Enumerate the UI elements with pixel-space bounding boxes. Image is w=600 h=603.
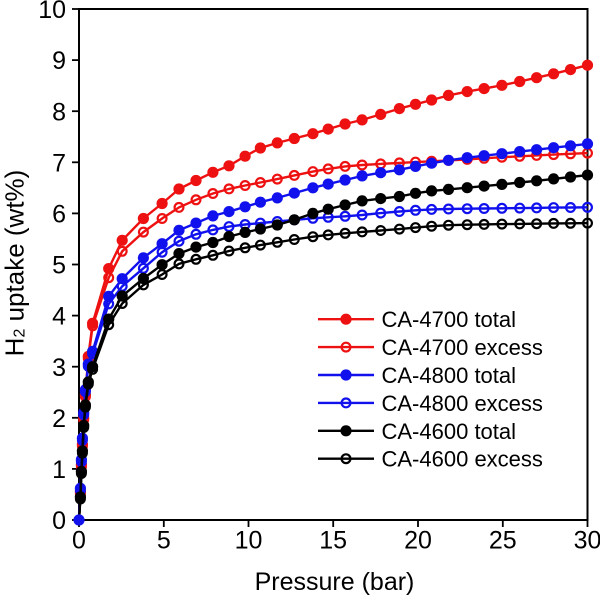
svg-text:0: 0 [52,507,66,535]
svg-text:CA-4800 total: CA-4800 total [382,363,517,388]
svg-text:10: 10 [235,527,263,555]
svg-text:0: 0 [72,527,86,555]
svg-text:15: 15 [319,527,347,555]
svg-text:CA-4600 total: CA-4600 total [382,419,517,444]
svg-text:7: 7 [52,149,66,177]
svg-text:8: 8 [52,98,66,126]
svg-text:CA-4700 excess: CA-4700 excess [382,335,543,360]
svg-text:CA-4700 total: CA-4700 total [382,307,517,332]
svg-text:30: 30 [574,527,600,555]
svg-text:H2 uptake (wt%): H2 uptake (wt%) [0,170,30,357]
svg-text:9: 9 [52,47,66,75]
svg-text:20: 20 [404,527,432,555]
svg-text:3: 3 [52,354,66,382]
svg-text:Pressure (bar): Pressure (bar) [255,568,415,596]
svg-text:25: 25 [489,527,517,555]
svg-text:5: 5 [52,252,66,280]
svg-text:4: 4 [52,303,66,331]
svg-text:1: 1 [52,456,66,484]
svg-text:5: 5 [157,527,171,555]
svg-text:6: 6 [52,201,66,229]
svg-text:2: 2 [52,405,66,433]
svg-text:CA-4800 excess: CA-4800 excess [382,391,543,416]
svg-text:CA-4600 excess: CA-4600 excess [382,447,543,472]
svg-text:10: 10 [38,0,66,24]
